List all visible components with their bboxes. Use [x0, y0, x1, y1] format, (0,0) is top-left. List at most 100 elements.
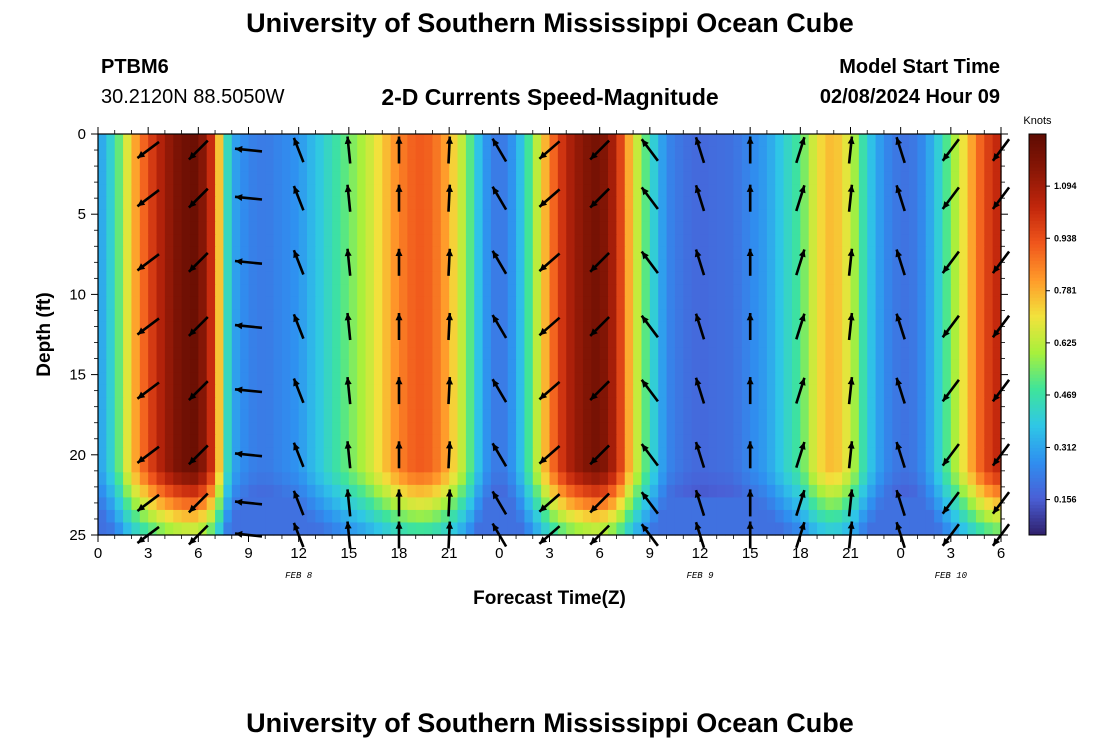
heatmap-cell [465, 434, 475, 448]
heatmap-cell [156, 384, 166, 398]
heatmap-cell [783, 234, 793, 248]
current-arrow [589, 316, 611, 337]
heatmap-cell [206, 334, 216, 348]
heatmap-cell [950, 146, 960, 160]
heatmap-cell [934, 334, 944, 348]
heatmap-cell [164, 184, 174, 198]
heatmap-cell [215, 284, 225, 298]
heatmap-cell [474, 234, 484, 248]
heatmap-cell [256, 221, 266, 235]
heatmap-cell [415, 522, 425, 536]
heatmap-cell [123, 434, 133, 448]
heatmap-cell [181, 384, 191, 398]
y-tick-label: 25 [69, 527, 86, 544]
heatmap-cell [532, 196, 542, 210]
colorbar-step [1029, 177, 1046, 182]
heatmap-cell [407, 459, 417, 473]
current-arrow [538, 380, 561, 401]
heatmap-cell [298, 171, 308, 185]
heatmap-cell [106, 209, 116, 223]
heatmap-cell [683, 359, 693, 373]
heatmap-cell [842, 484, 852, 499]
heatmap-cell [382, 372, 392, 386]
heatmap-cell [917, 334, 927, 348]
heatmap-cell [867, 284, 877, 298]
heatmap-cell [332, 271, 342, 285]
heatmap-cell [750, 347, 760, 361]
heatmap-cell [148, 484, 158, 499]
heatmap-cell [992, 522, 1002, 536]
heatmap-cell [114, 171, 124, 185]
heatmap-cell [791, 309, 801, 323]
heatmap-cell [608, 372, 617, 386]
heatmap-cell [683, 259, 693, 273]
heatmap-cell [532, 372, 542, 386]
heatmap-cell [641, 472, 651, 486]
heatmap-cell [608, 284, 617, 298]
heatmap-cell [298, 321, 308, 336]
heatmap-cell [950, 246, 960, 260]
heatmap-cell [700, 334, 709, 348]
arrow-head [590, 200, 598, 208]
heatmap-cell [867, 309, 877, 323]
heatmap-cell [725, 221, 735, 235]
current-arrow [640, 186, 659, 210]
heatmap-cell [842, 472, 852, 486]
heatmap-cell [984, 159, 994, 173]
heatmap-cell [273, 284, 283, 298]
heatmap-cell [875, 134, 885, 148]
current-arrow [589, 492, 611, 514]
heatmap-cell [173, 422, 183, 436]
heatmap-cell [148, 184, 158, 198]
heatmap-cell [700, 196, 709, 210]
heatmap-cell [348, 309, 358, 323]
heatmap-cell [892, 447, 902, 461]
heatmap-cell [825, 209, 835, 223]
heatmap-cell [449, 522, 459, 536]
heatmap-cell [633, 296, 643, 311]
heatmap-cell [817, 271, 827, 285]
heatmap-cell [975, 259, 985, 273]
heatmap-cell [875, 259, 885, 273]
heatmap-cell [967, 372, 977, 386]
heatmap-cell [281, 209, 291, 223]
heatmap-cell [474, 321, 484, 336]
heatmap-cell [415, 472, 425, 486]
heatmap-cell [691, 334, 701, 348]
heatmap-cell [616, 184, 626, 198]
heatmap-cell [223, 334, 233, 348]
heatmap-cell [499, 397, 509, 411]
heatmap-cell [516, 434, 526, 448]
heatmap-cell [917, 372, 927, 386]
heatmap-cell [541, 409, 551, 423]
current-arrow [491, 378, 508, 403]
heatmap-cell [733, 497, 743, 511]
heatmap-cell [424, 447, 434, 461]
heatmap-cell [449, 284, 459, 298]
heatmap-cell [833, 434, 843, 448]
current-arrow [795, 313, 806, 340]
heatmap-cell [131, 134, 141, 148]
heatmap-cell [624, 434, 634, 448]
colorbar-step [1029, 421, 1046, 426]
heatmap-cell [131, 296, 141, 311]
heatmap-cell [766, 459, 776, 473]
heatmap-cell [139, 184, 149, 198]
heatmap-cell [808, 447, 818, 461]
heatmap-cell [791, 497, 801, 511]
heatmap-cell [474, 472, 484, 486]
heatmap-cell [942, 359, 952, 373]
heatmap-cell [516, 234, 526, 248]
heatmap-cell [307, 284, 316, 298]
heatmap-cell [850, 134, 860, 148]
colorbar-step [1029, 180, 1046, 185]
heatmap-cell [758, 384, 768, 398]
heatmap-cell [189, 296, 199, 311]
heatmap-cell [716, 497, 726, 511]
heatmap-cell [633, 484, 643, 499]
heatmap-cell [658, 296, 668, 311]
heatmap-cell [265, 497, 275, 511]
heatmap-cell [808, 434, 818, 448]
heatmap-cell [900, 296, 910, 311]
heatmap-cell [766, 484, 776, 499]
